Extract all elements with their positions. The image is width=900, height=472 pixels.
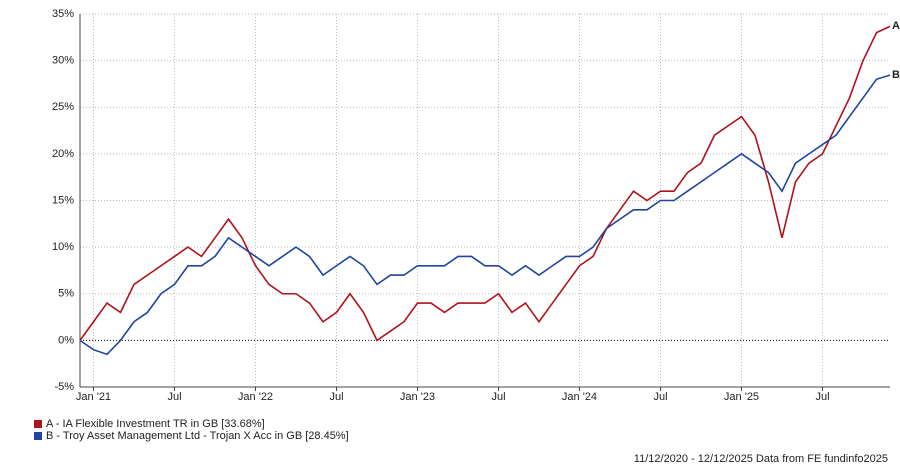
series-line: [79, 25, 891, 342]
x-tick-label: Jul: [815, 391, 829, 403]
x-tick-label: Jan '25: [724, 391, 759, 403]
y-tick-label: 15%: [52, 194, 74, 206]
y-tick-label: 10%: [52, 241, 74, 253]
y-tick-label: 30%: [52, 55, 74, 67]
legend-label: B - Troy Asset Management Ltd - Trojan X…: [46, 430, 349, 442]
x-tick-label: Jan '23: [400, 391, 435, 403]
legend-swatch: [34, 432, 42, 440]
x-tick-label: Jan '24: [562, 391, 597, 403]
legend-label: A - IA Flexible Investment TR in GB [33.…: [46, 418, 265, 430]
y-tick-label: 0%: [58, 334, 74, 346]
y-tick-label: 5%: [58, 288, 74, 300]
y-tick-label: 25%: [52, 101, 74, 113]
x-tick-label: Jul: [329, 391, 343, 403]
y-tick-label: 20%: [52, 148, 74, 160]
x-tick-label: Jul: [491, 391, 505, 403]
x-tick-label: Jan '22: [238, 391, 273, 403]
y-tick-label: 35%: [52, 8, 74, 20]
series-line: [79, 74, 891, 356]
footer: 11/12/2020 - 12/12/2025 Data from FE fun…: [634, 453, 888, 465]
x-tick-label: Jul: [167, 391, 181, 403]
legend-swatch: [34, 420, 42, 428]
end-label: B: [892, 69, 900, 81]
x-tick-label: Jan '21: [76, 391, 111, 403]
x-tick-label: Jul: [653, 391, 667, 403]
y-tick-label: -5%: [54, 381, 74, 393]
end-label: A: [892, 20, 900, 32]
